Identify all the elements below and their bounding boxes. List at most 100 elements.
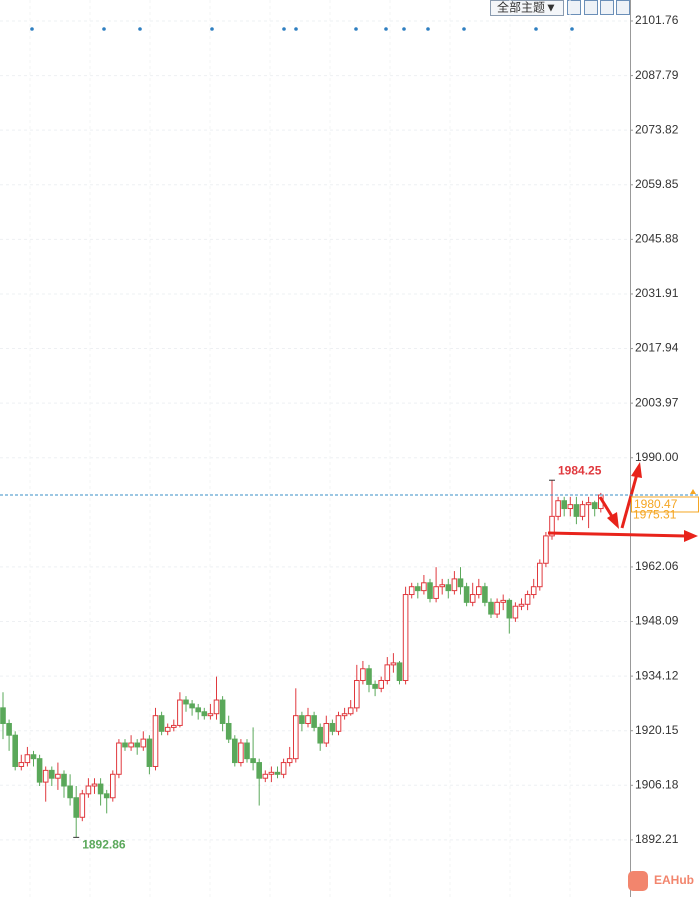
candle-body [134, 742, 140, 748]
candle-body [244, 742, 250, 760]
y-tick-label: 2031.91 [635, 286, 679, 300]
candle-body [55, 773, 61, 779]
candle-body [67, 785, 73, 799]
candle-body [360, 668, 366, 681]
candle-body [232, 738, 238, 764]
toolbar: 全部主题▼ [490, 0, 630, 16]
candle-body [421, 582, 427, 592]
candle-body [323, 722, 330, 744]
candle-body [476, 586, 482, 596]
candle-body [329, 722, 336, 732]
candle-body [506, 599, 513, 619]
candle-body [171, 724, 177, 728]
candle-body [530, 586, 537, 596]
candle-body [103, 793, 110, 799]
high-label: 1984.25 [558, 463, 602, 477]
candle-body [433, 586, 439, 599]
y-tick-label: 2073.82 [635, 122, 679, 136]
y-tick-label: 2003.97 [635, 395, 679, 409]
candle-body [573, 504, 580, 517]
candle-body [219, 699, 226, 724]
candle-body [482, 586, 488, 603]
annotation-arrows [547, 462, 698, 542]
candle-body [73, 797, 80, 818]
candle-body [347, 707, 354, 715]
last-price-label: 1980.47 [634, 497, 678, 511]
candle-body [341, 713, 348, 717]
y-tick-label: 1948.09 [635, 614, 679, 628]
tool-button[interactable] [584, 0, 598, 15]
candle-body [524, 594, 531, 605]
candle-body [384, 664, 391, 681]
candle-body [402, 594, 409, 681]
candle-body [354, 679, 360, 709]
tool-button[interactable] [600, 0, 614, 15]
candle-body [280, 762, 287, 775]
candle-body [6, 722, 12, 736]
candle-body [469, 594, 476, 603]
candle-body [463, 586, 470, 603]
candle-body [262, 773, 269, 779]
candle-body [91, 783, 98, 787]
candle-body [79, 793, 86, 818]
candle-body [286, 758, 293, 764]
watermark-text: EAHub [654, 873, 694, 887]
plot: 2101.76 2087.79 2073.82 2059.85 2045.88 2031.… [0, 0, 679, 897]
tool-button[interactable] [567, 0, 581, 15]
candle-body [225, 722, 232, 740]
candle-body [268, 771, 275, 775]
candle-body [549, 515, 555, 537]
candle-body [18, 762, 25, 767]
candle-body [500, 599, 506, 603]
candle-body [451, 578, 458, 592]
theme-button[interactable] [490, 0, 564, 16]
y-tick-label: 1892.21 [635, 832, 679, 846]
tool-button[interactable] [616, 0, 630, 15]
candle-body [256, 762, 262, 779]
theme-label: 全部主题▼ [497, 0, 557, 15]
candle-body [152, 715, 159, 767]
y-tick-label: 1962.06 [635, 559, 679, 573]
candle-body [579, 504, 586, 517]
candle-body [110, 773, 116, 799]
candle-body [164, 726, 171, 732]
watermark: EAHub [628, 871, 694, 891]
candle-body [378, 679, 384, 689]
y-tick-label: 1934.12 [635, 668, 679, 682]
candle-body [24, 754, 31, 764]
candle-body [585, 502, 592, 506]
candle-body [494, 601, 500, 615]
candle-body [12, 734, 18, 767]
candle-body [488, 601, 494, 615]
candle-body [512, 605, 519, 619]
y-tick-label: 1990.00 [635, 450, 679, 464]
candle-body [561, 500, 568, 510]
candle-body [213, 699, 220, 715]
last-price-box [631, 496, 699, 513]
candle-body [183, 699, 189, 705]
y-tick-label: 2087.79 [635, 68, 679, 82]
candle-body [201, 711, 208, 717]
candle-body [567, 504, 574, 510]
candle-body [195, 707, 201, 713]
candle-body [396, 662, 403, 681]
candle-body [311, 715, 317, 728]
candle-body [543, 535, 549, 564]
candle-body [457, 578, 464, 588]
candle-body [366, 668, 372, 685]
candle-body [555, 500, 561, 517]
candle-body [146, 738, 153, 767]
y-tick-label: 1920.15 [635, 723, 679, 737]
y-tick-label: 2059.85 [635, 177, 679, 191]
candle-body [61, 773, 67, 787]
candle-body [250, 758, 256, 764]
candle-body [207, 713, 214, 717]
candle-body [390, 662, 397, 666]
y-tick-label: 1906.18 [635, 777, 679, 791]
candle-body [42, 769, 49, 783]
candle-body [439, 584, 445, 588]
candle-body [30, 754, 37, 760]
candle-body [85, 785, 92, 795]
candle-body [274, 771, 281, 775]
